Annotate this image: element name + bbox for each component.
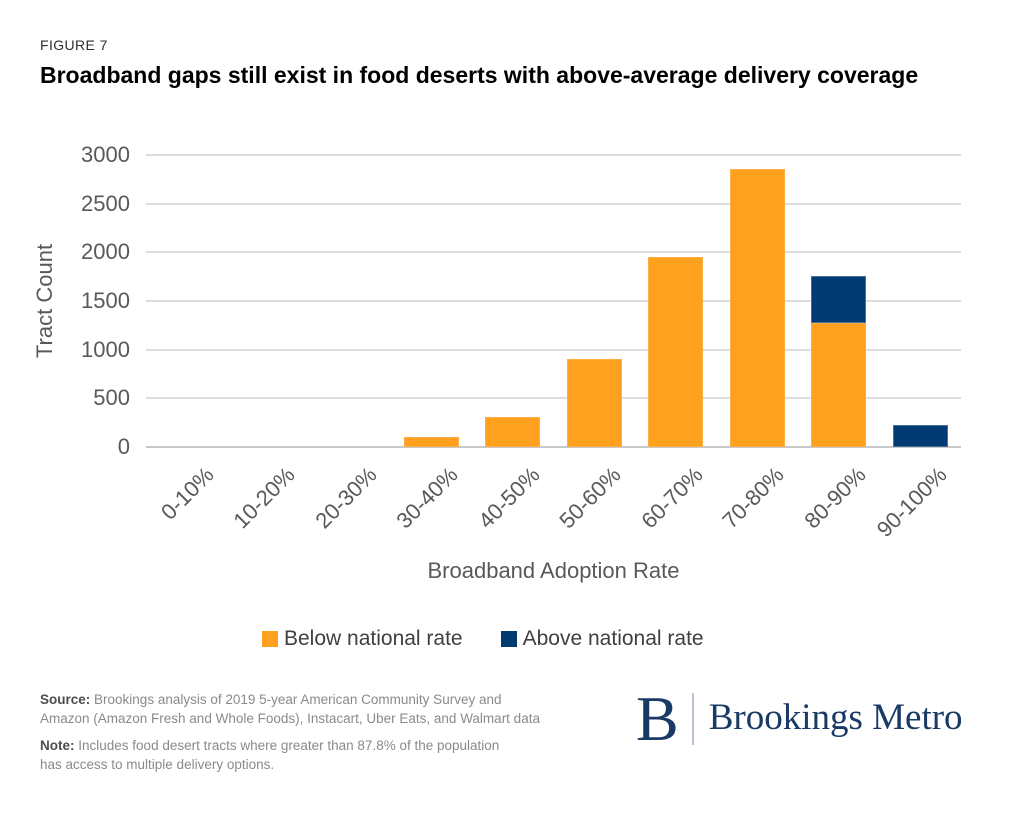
bar-segment [566,359,622,447]
bar-segment [811,276,867,324]
y-tick-label: 1500 [81,288,130,313]
y-tick-label: 0 [117,434,130,459]
y-tick-label: 2500 [81,190,130,216]
brookings-logo-b-icon: B [636,683,679,754]
bar-segment [403,437,459,447]
legend-item-below: Below national rate [262,627,463,651]
legend-swatch-above-icon [500,631,517,647]
gridline [146,397,961,400]
source-note: Source: Brookings analysis of 2019 5-yea… [40,691,540,728]
x-axis-line [146,446,961,448]
bar-segment [485,417,541,447]
y-tick-label: 1000 [81,336,130,362]
plot-area [146,154,961,448]
note-text: Includes food desert tracts where greate… [40,738,500,772]
gridline [146,348,961,351]
legend-label-above: Above national rate [522,627,704,650]
gridline [146,300,961,302]
gridline [146,251,961,254]
source-label: Source: [40,692,91,707]
bar-segment [811,323,867,447]
x-axis-title: Broadband Adoption Rate [427,558,680,583]
legend-item-above: Above national rate [500,627,704,651]
y-tick-label: 3000 [81,142,130,167]
y-tick-label: 500 [93,385,130,411]
y-axis-tick-labels: 0 500 1000 1500 2000 2500 3000 [34,142,130,459]
legend: Below national rate Above national rate [262,627,704,651]
figure-title: Broadband gaps still exist in food deser… [40,62,919,88]
brookings-logo-name: Brookings Metro [708,696,963,738]
bar-segment [729,169,785,447]
logo-divider [691,693,694,745]
brookings-logo: B Brookings Metro [636,686,963,752]
legend-swatch-below-icon [262,631,278,647]
bar-segment [892,424,948,447]
gridline [146,202,961,205]
gridline [146,154,961,156]
methodology-note: Note: Includes food desert tracts where … [40,737,540,774]
figure-label: FIGURE 7 [40,37,108,53]
note-label: Note: [40,738,75,754]
y-tick-label: 2000 [81,239,130,265]
source-text: Brookings analysis of 2019 5-year Americ… [40,692,540,726]
footer-notes: Source: Brookings analysis of 2019 5-yea… [40,691,540,784]
bar-segment [648,256,704,447]
legend-label-below: Below national rate [284,627,463,650]
